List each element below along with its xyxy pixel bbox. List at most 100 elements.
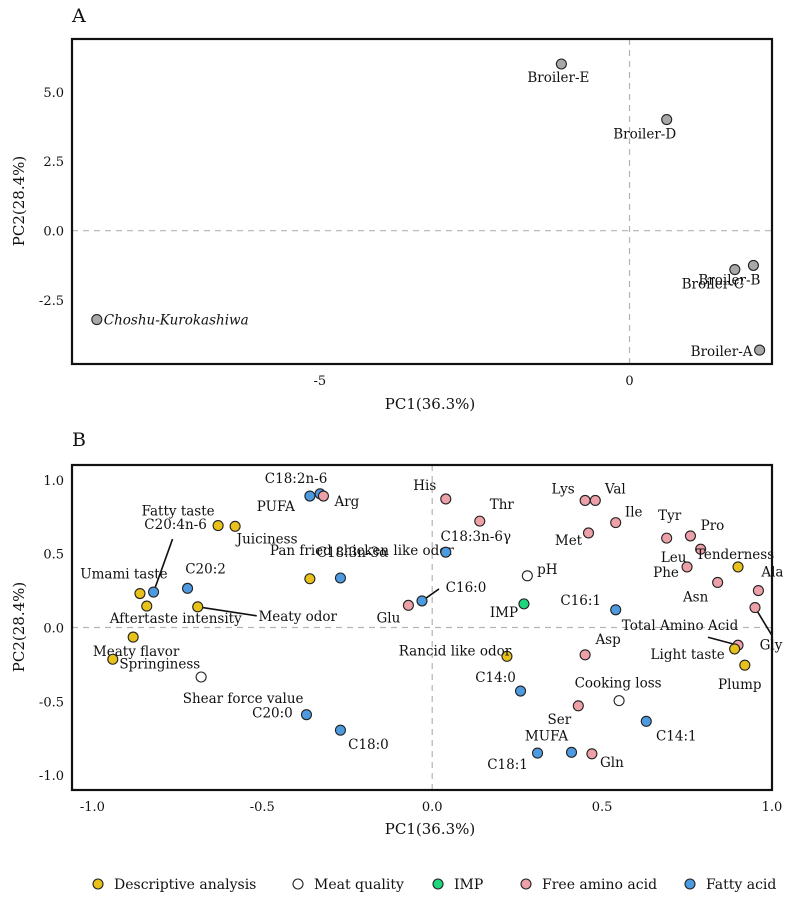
label-val: Val xyxy=(604,481,626,497)
panel-a: A -5 05.02.50.0-2.5 Broiler-EBroiler-DBro… xyxy=(10,5,774,413)
point-his xyxy=(440,493,452,505)
label-leu: Leu xyxy=(661,550,687,566)
point-c14-0 xyxy=(514,685,527,697)
label-light-taste: Light taste xyxy=(651,647,725,663)
panel-a-y-axis-title: PC2(28.4%) xyxy=(10,156,28,246)
point-light-taste xyxy=(729,643,741,655)
label-ph: pH xyxy=(537,562,558,578)
point-meaty-odor xyxy=(192,601,204,613)
label-pan-fried-chicken-like-odor: Pan fried chicken like odor xyxy=(270,543,454,559)
panel-b-x-tick-label: -0.5 xyxy=(250,800,275,815)
label-fatty-taste: Fatty taste xyxy=(142,504,215,520)
label-lys: Lys xyxy=(551,481,574,497)
point-broiler-d xyxy=(661,114,673,126)
panel-a-zero-lines xyxy=(72,39,772,364)
leader-c20-4n-6 xyxy=(152,538,174,593)
point-ser xyxy=(572,700,584,712)
point-thr xyxy=(474,515,486,527)
legend-label-meat-quality: Meat quality xyxy=(314,877,404,893)
panel-a-x-tick-label: -5 xyxy=(313,374,326,389)
point-plump xyxy=(739,659,751,671)
panel-a-y-tick-label: -2.5 xyxy=(39,294,64,309)
point-broiler-c xyxy=(729,264,741,276)
label-ile: Ile xyxy=(625,505,643,521)
point-lys xyxy=(579,494,591,507)
panel-a-frame xyxy=(70,37,774,366)
label-c16-0: C16:0 xyxy=(446,580,487,596)
legend-swatch-imp xyxy=(432,878,444,890)
label-c18-0: C18:0 xyxy=(348,737,389,753)
label-thr: Thr xyxy=(490,497,515,513)
panel-a-x-tick-label: 0 xyxy=(625,374,633,389)
point-ile xyxy=(610,517,622,529)
point-shear-force-value xyxy=(195,671,207,683)
panel-b-x-tick-label: 0.5 xyxy=(592,800,613,815)
label-umami-taste: Umami taste xyxy=(80,567,167,583)
panel-a-y-tick-label: 5.0 xyxy=(43,86,64,101)
point-broiler-e xyxy=(555,58,567,70)
label-asn: Asn xyxy=(682,589,709,605)
point-asp xyxy=(579,649,591,661)
label-asp: Asp xyxy=(594,632,620,648)
label-meaty-odor: Meaty odor xyxy=(258,609,337,625)
point-broiler-b xyxy=(747,259,759,271)
label-c14-1: C14:1 xyxy=(656,728,697,744)
panel-b-y-axis-title: PC2(28.4%) xyxy=(10,582,28,672)
legend-label-free-amino-acid: Free amino acid xyxy=(542,877,657,893)
point-fatty-taste xyxy=(212,520,224,532)
label-c18-1: C18:1 xyxy=(487,757,528,773)
point-choshu-kurokashiwa xyxy=(91,314,103,326)
point-meaty-flavor xyxy=(127,631,139,643)
point-cooking-loss xyxy=(613,695,625,707)
panel-a-x-axis-title: PC1(36.3%) xyxy=(385,395,475,413)
point-juiciness xyxy=(229,520,241,532)
legend-swatch-fatty-acid xyxy=(684,878,696,890)
point-broiler-a xyxy=(754,344,766,356)
label-mufa: MUFA xyxy=(525,728,568,744)
label-broiler-a: Broiler-A xyxy=(691,344,753,360)
label-c20-2: C20:2 xyxy=(185,561,226,577)
panel-b-zero-lines xyxy=(72,465,772,790)
panel-b-frame xyxy=(70,463,774,792)
label-c18-2n-6: C18:2n-6 xyxy=(265,471,328,487)
panel-a-y-tick-label: 0.0 xyxy=(43,225,64,240)
point-c20-2 xyxy=(181,582,194,594)
point-pro xyxy=(684,530,696,542)
point-c18-3n-6 xyxy=(440,546,452,558)
point-ala xyxy=(752,585,764,597)
label-pufa: PUFA xyxy=(257,499,295,515)
leader-meaty-odor xyxy=(197,606,257,617)
legend-label-fatty-acid: Fatty acid xyxy=(706,877,776,893)
label-rancid-like-odor: Rancid like odor xyxy=(399,643,512,659)
point-aftertaste-intensity xyxy=(141,600,153,612)
label-broiler-e: Broiler-E xyxy=(527,70,589,86)
point-gly xyxy=(749,602,761,614)
panel-a-letter: A xyxy=(71,5,86,27)
panel-b-y-tick-label: 0.5 xyxy=(43,548,64,563)
legend-swatch-free-amino-acid xyxy=(520,878,532,890)
panel-a-ticks: -5 0 5.0 2.5 0.0 -2.5 xyxy=(39,86,634,389)
point-glu xyxy=(402,599,414,611)
point-c18-1 xyxy=(531,747,544,759)
panel-b: B -1.0 -0.5 0.0 0.5 1.0 1.0 0.5 0.0 -0.5 -1.0 C18… xyxy=(10,429,783,838)
point-springiness xyxy=(107,653,119,665)
panel-b-letter: B xyxy=(72,429,86,451)
panel-b-x-tick-label: 0.0 xyxy=(422,800,443,815)
point-leu xyxy=(695,543,707,555)
label-tenderness: Tenderness xyxy=(696,547,774,563)
point-c18-3n-3 xyxy=(334,572,346,584)
label-juiciness: Juiciness xyxy=(235,531,298,547)
label-phe: Phe xyxy=(653,565,679,581)
point-c14-1 xyxy=(640,715,652,727)
point-asn xyxy=(712,576,724,588)
label-met: Met xyxy=(555,533,583,549)
point-arg xyxy=(317,490,330,502)
label-c20-0: C20:0 xyxy=(252,706,293,722)
legend-label-imp: IMP xyxy=(454,877,483,893)
panel-b-x-tick-label: -1.0 xyxy=(80,800,105,815)
point-rancid-like-odor xyxy=(501,650,513,662)
label-pro: Pro xyxy=(701,518,725,534)
point-c16-0 xyxy=(416,595,428,607)
panel-b-y-tick-label: -0.5 xyxy=(39,695,64,710)
